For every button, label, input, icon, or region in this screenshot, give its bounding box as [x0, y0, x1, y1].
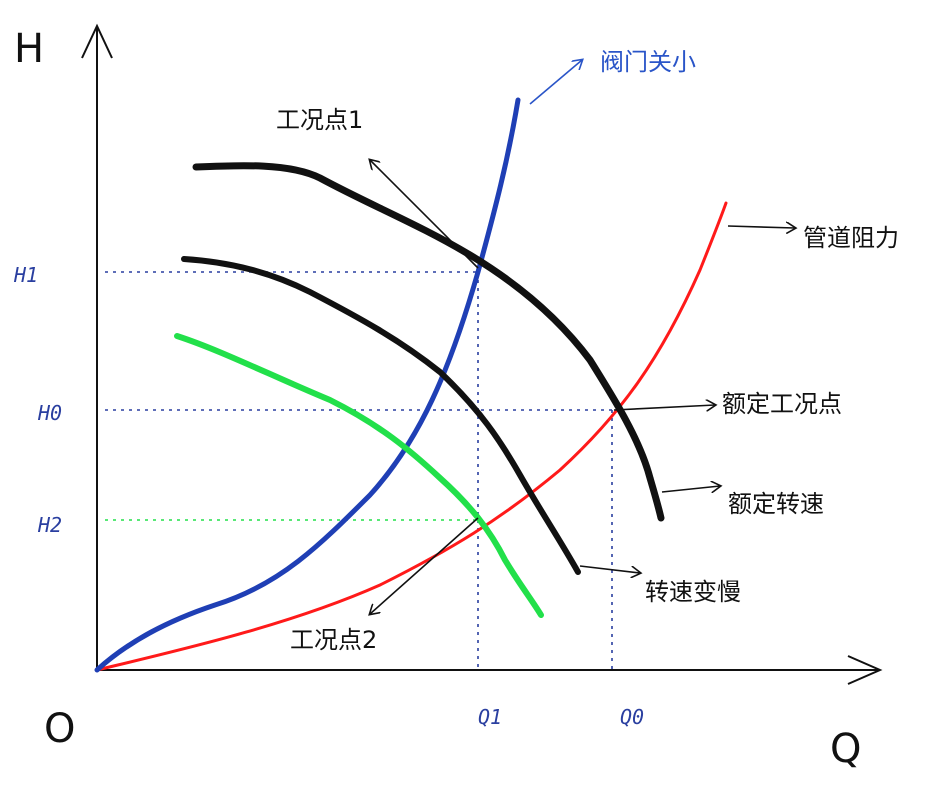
rated-speed-label: 额定转速 — [728, 490, 824, 518]
x-axis-arrow-icon — [847, 655, 883, 685]
curves — [94, 97, 728, 673]
slower-speed-curve — [181, 256, 581, 575]
operating-point-2-label: 工况点2 — [290, 626, 377, 654]
guide-lines — [105, 271, 613, 670]
valve-close-label: 阀门关小 — [600, 48, 696, 76]
rated-speed-arrow — [661, 486, 720, 492]
q0-label: Q0 — [620, 705, 644, 729]
operating-point-1-label: 工况点1 — [276, 106, 363, 134]
slowest-speed-curve — [174, 333, 544, 618]
x-axis-label: Q — [830, 726, 861, 772]
pipeline-resistance-curve — [95, 201, 728, 672]
y-axis-arrow-icon — [81, 23, 113, 59]
annotation-texts: 阀门关小 工况点1 管道阻力 额定工况点 额定转速 转速变慢 工况点2 — [276, 48, 899, 654]
operating-point-1-arrow — [370, 160, 479, 269]
rated-speed-curve — [192, 162, 665, 522]
y-axis-label: H — [14, 26, 44, 72]
h0-label: H0 — [37, 401, 62, 425]
valve-close-arrow — [529, 60, 582, 105]
h1-label: H1 — [13, 263, 38, 287]
h2-label: H2 — [37, 513, 62, 537]
axes: H Q O — [14, 23, 883, 772]
pipeline-resistance-label: 管道阻力 — [803, 224, 899, 252]
annotation-arrows — [370, 60, 795, 614]
rated-operating-point-label: 额定工况点 — [722, 390, 842, 418]
pipeline-resistance-arrow — [727, 226, 795, 228]
rated-operating-point-arrow — [613, 405, 715, 410]
tick-labels: H1 H0 H2 Q1 Q0 — [13, 263, 644, 729]
valve-closing-curve — [94, 97, 521, 673]
q1-label: Q1 — [478, 705, 502, 729]
origin-label: O — [44, 706, 75, 752]
operating-point-2-arrow — [370, 517, 479, 614]
slower-speed-label: 转速变慢 — [645, 578, 741, 606]
slower-speed-arrow — [579, 565, 640, 573]
